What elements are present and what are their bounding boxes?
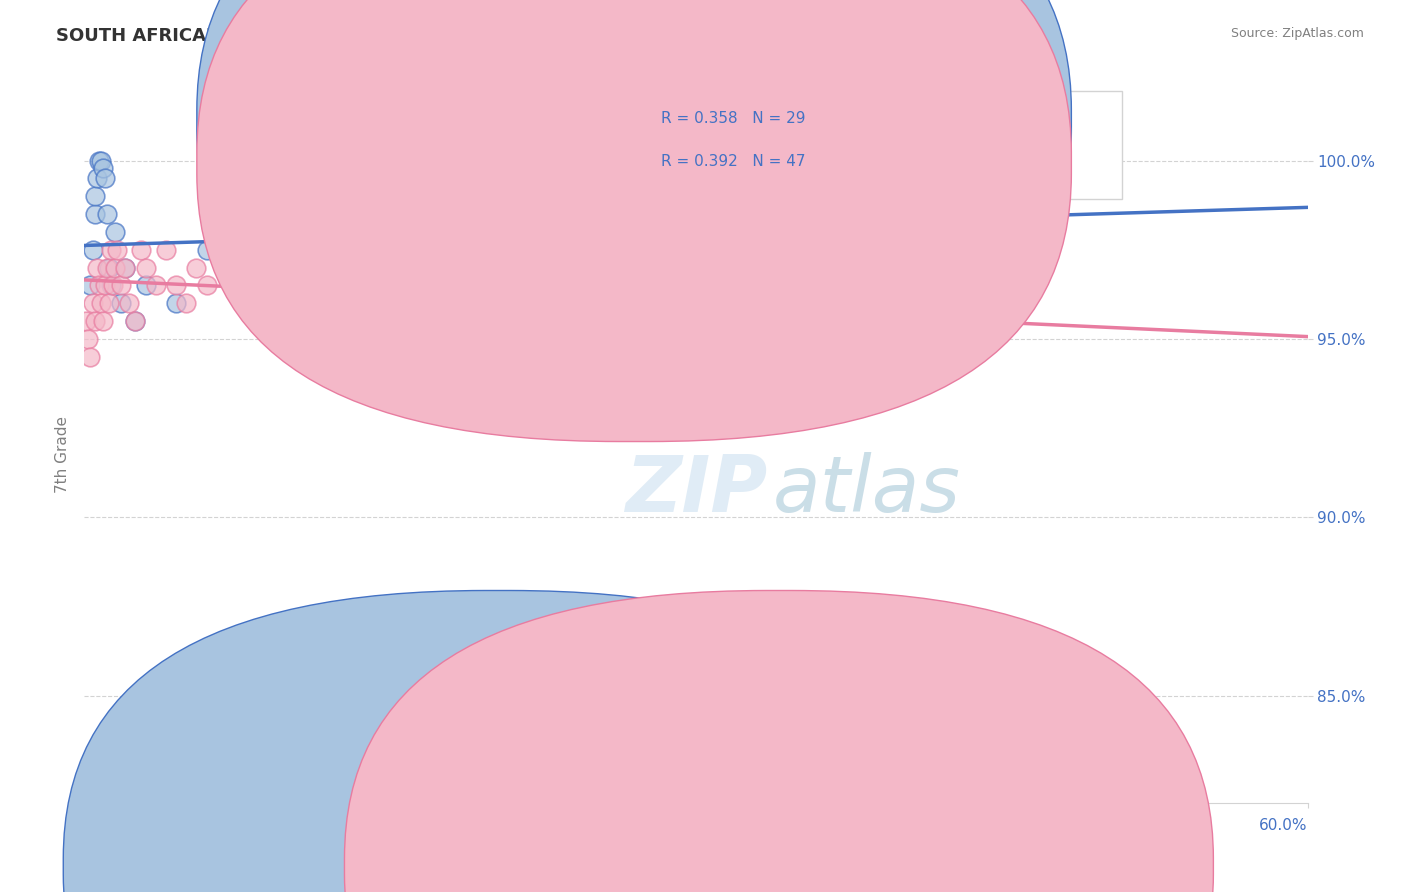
Point <box>165 296 187 310</box>
Point <box>339 260 360 275</box>
Point <box>226 278 249 293</box>
Point <box>267 278 290 293</box>
Text: ZIP: ZIP <box>624 451 768 528</box>
Point <box>131 243 153 257</box>
Point <box>100 278 122 293</box>
Point <box>86 260 108 275</box>
Point <box>96 260 118 275</box>
Text: South Africans: South Africans <box>520 859 620 873</box>
Point <box>82 243 104 257</box>
Text: SOUTH AFRICAN VS IMMIGRANTS FROM MIDDLE AFRICA 7TH GRADE CORRELATION CHART: SOUTH AFRICAN VS IMMIGRANTS FROM MIDDLE … <box>56 27 966 45</box>
Point <box>104 225 127 239</box>
Point <box>93 171 115 186</box>
Point <box>165 278 187 293</box>
Point <box>298 207 321 221</box>
Point <box>603 243 626 257</box>
Point <box>97 260 120 275</box>
Point <box>83 207 105 221</box>
Point <box>318 278 340 293</box>
Y-axis label: 7th Grade: 7th Grade <box>55 417 70 493</box>
Point <box>685 225 707 239</box>
Point <box>90 153 112 168</box>
Point <box>114 260 136 275</box>
Point <box>562 225 585 239</box>
Point <box>110 278 132 293</box>
Point <box>135 278 157 293</box>
Point <box>79 278 101 293</box>
Text: Immigrants from Middle Africa: Immigrants from Middle Africa <box>801 859 1012 873</box>
Point <box>87 278 110 293</box>
Point <box>174 296 197 310</box>
Point <box>522 260 544 275</box>
Text: 60.0%: 60.0% <box>1260 818 1308 832</box>
Point <box>91 314 114 328</box>
Point <box>440 278 463 293</box>
Point <box>104 260 127 275</box>
Point <box>257 278 280 293</box>
Point <box>481 260 503 275</box>
Point <box>124 314 146 328</box>
Point <box>86 171 108 186</box>
Point <box>217 260 239 275</box>
Point <box>83 189 105 203</box>
Point <box>97 296 120 310</box>
Point <box>145 278 167 293</box>
Point <box>990 225 1012 239</box>
Point <box>205 243 228 257</box>
Text: atlas: atlas <box>773 451 962 528</box>
Point <box>110 296 132 310</box>
Point <box>359 260 381 275</box>
Point <box>277 243 299 257</box>
Point <box>124 314 146 328</box>
Point <box>93 278 115 293</box>
Point <box>1092 146 1115 161</box>
Point <box>359 296 381 310</box>
Point <box>217 243 239 257</box>
Point <box>236 260 259 275</box>
Text: R = 0.358   N = 29: R = 0.358 N = 29 <box>661 112 806 126</box>
Point <box>155 243 177 257</box>
Point <box>100 243 122 257</box>
Point <box>582 207 605 221</box>
Point <box>96 207 118 221</box>
Point <box>87 153 110 168</box>
Point <box>118 296 141 310</box>
Point <box>298 260 321 275</box>
Point <box>135 260 157 275</box>
Point <box>195 243 218 257</box>
Point <box>75 314 97 328</box>
Text: Source: ZipAtlas.com: Source: ZipAtlas.com <box>1230 27 1364 40</box>
Point <box>236 278 259 293</box>
Point <box>399 243 422 257</box>
Text: 0.0%: 0.0% <box>84 818 124 832</box>
Point <box>90 296 112 310</box>
Point <box>91 161 114 175</box>
Point <box>77 332 100 346</box>
Point <box>79 350 101 364</box>
Text: R = 0.392   N = 47: R = 0.392 N = 47 <box>661 154 806 169</box>
Point <box>186 260 208 275</box>
Point <box>114 260 136 275</box>
Point <box>440 278 463 293</box>
Point <box>522 243 544 257</box>
Point <box>105 243 128 257</box>
Point <box>644 207 666 221</box>
Point <box>195 278 218 293</box>
Point <box>787 706 810 721</box>
Point <box>82 296 104 310</box>
Point <box>101 278 124 293</box>
Point <box>83 314 105 328</box>
